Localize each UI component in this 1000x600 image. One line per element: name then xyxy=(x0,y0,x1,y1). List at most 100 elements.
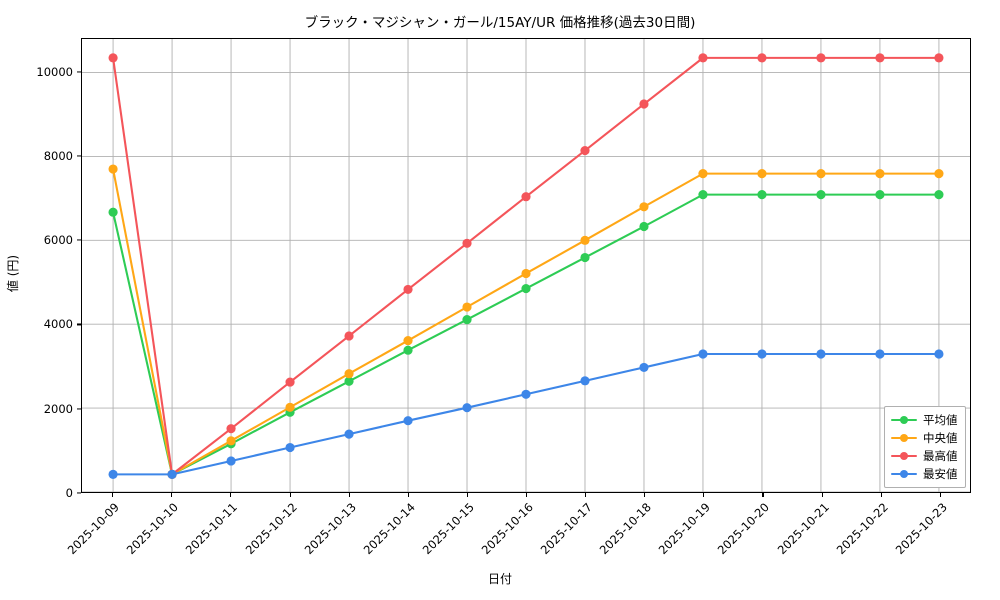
legend-item-2[interactable]: 中央値 xyxy=(891,429,958,447)
data-point xyxy=(344,331,354,341)
data-series-layer xyxy=(108,53,944,479)
data-point xyxy=(344,369,354,379)
x-tick-mark xyxy=(230,493,232,497)
data-point xyxy=(875,190,885,200)
data-point xyxy=(698,349,708,359)
data-point xyxy=(521,389,531,399)
data-point xyxy=(403,336,413,346)
x-tick-mark xyxy=(112,493,114,497)
x-tick-mark xyxy=(644,493,646,497)
data-point xyxy=(521,283,531,294)
y-tick-label: 6000 xyxy=(43,233,73,248)
legend-item-4[interactable]: 最安値 xyxy=(891,465,958,483)
data-point xyxy=(462,238,472,248)
data-point xyxy=(167,469,177,479)
x-tick-label: 2025-10-18 xyxy=(596,500,655,558)
x-tick-mark xyxy=(585,493,587,497)
data-point xyxy=(226,436,236,446)
y-tick-label: 10000 xyxy=(36,64,73,79)
data-point xyxy=(757,169,767,179)
data-point xyxy=(226,456,236,466)
chart-title: ブラック・マジシャン・ガール/15AY/UR 価格推移(過去30日間) xyxy=(304,15,696,31)
x-tick-label: 2025-10-11 xyxy=(183,500,241,558)
data-point xyxy=(934,53,944,63)
y-tick-mark xyxy=(77,492,81,494)
data-point xyxy=(285,377,295,387)
y-tick-label: 4000 xyxy=(43,317,73,332)
data-point xyxy=(639,221,649,232)
data-point xyxy=(462,403,472,413)
data-point xyxy=(108,469,118,479)
y-tick-mark xyxy=(77,239,81,241)
x-tick-mark xyxy=(289,493,291,497)
x-tick-label: 2025-10-16 xyxy=(478,500,536,558)
data-point xyxy=(757,349,767,359)
y-tick-label: 0 xyxy=(65,486,73,500)
x-tick-label: 2025-10-10 xyxy=(123,500,182,558)
y-axis-label: 値 (円) xyxy=(6,254,21,293)
x-axis-label: 日付 xyxy=(487,572,512,586)
data-point xyxy=(462,315,472,325)
data-point xyxy=(934,190,944,200)
x-tick-label: 2025-10-23 xyxy=(892,500,950,558)
data-point xyxy=(934,349,944,359)
data-point xyxy=(698,53,708,63)
y-tick-label: 2000 xyxy=(43,401,73,416)
x-tick-mark xyxy=(880,493,882,497)
x-tick-mark xyxy=(171,493,173,497)
data-point xyxy=(403,345,413,355)
data-point xyxy=(580,376,590,386)
data-point xyxy=(403,416,413,426)
x-tick-label: 2025-10-21 xyxy=(774,500,832,558)
x-tick-mark xyxy=(466,493,468,497)
data-point xyxy=(580,235,590,245)
data-point xyxy=(285,402,295,412)
legend-item-3[interactable]: 最高値 xyxy=(891,447,958,465)
legend-swatch-icon xyxy=(891,414,917,426)
data-point xyxy=(698,190,708,200)
legend-label: 平均値 xyxy=(923,413,958,427)
x-tick-mark xyxy=(821,493,823,497)
series-2 xyxy=(108,164,944,479)
data-point xyxy=(757,53,767,63)
series-1 xyxy=(108,190,944,479)
data-point xyxy=(226,424,236,434)
data-point xyxy=(757,190,767,200)
y-tick-mark xyxy=(77,155,81,157)
x-tick-label: 2025-10-14 xyxy=(360,500,418,558)
y-tick-mark xyxy=(77,71,81,73)
x-tick-label: 2025-10-22 xyxy=(833,500,891,558)
data-point xyxy=(285,442,295,453)
data-point xyxy=(816,349,826,359)
data-point xyxy=(521,268,531,279)
x-tick-mark xyxy=(939,493,941,497)
data-point xyxy=(344,429,354,439)
data-point xyxy=(344,376,354,386)
legend-swatch-icon xyxy=(891,450,917,462)
x-tick-label: 2025-10-19 xyxy=(656,500,714,558)
x-tick-label: 2025-10-12 xyxy=(242,500,300,558)
x-tick-label: 2025-10-20 xyxy=(715,500,773,558)
x-tick-mark xyxy=(703,493,705,497)
x-tick-label: 2025-10-15 xyxy=(419,500,477,558)
x-tick-mark xyxy=(526,493,528,497)
legend-swatch-icon xyxy=(891,468,917,480)
y-tick-mark xyxy=(77,323,81,326)
data-point xyxy=(521,192,531,202)
series-4 xyxy=(108,349,944,479)
x-tick-label: 2025-10-09 xyxy=(64,500,123,558)
data-point xyxy=(875,53,885,63)
data-point xyxy=(816,53,826,63)
data-point xyxy=(816,190,826,200)
data-point xyxy=(875,169,885,179)
data-point xyxy=(816,169,826,179)
plot-area xyxy=(81,38,971,493)
x-tick-label: 2025-10-13 xyxy=(301,500,359,558)
data-point xyxy=(698,169,708,179)
chart-legend[interactable]: 平均値中央値 最高値 最安値 xyxy=(884,406,966,488)
data-point xyxy=(875,349,885,359)
x-tick-mark xyxy=(348,493,350,497)
legend-item-1[interactable]: 平均値 xyxy=(891,411,958,429)
data-point xyxy=(108,207,118,217)
